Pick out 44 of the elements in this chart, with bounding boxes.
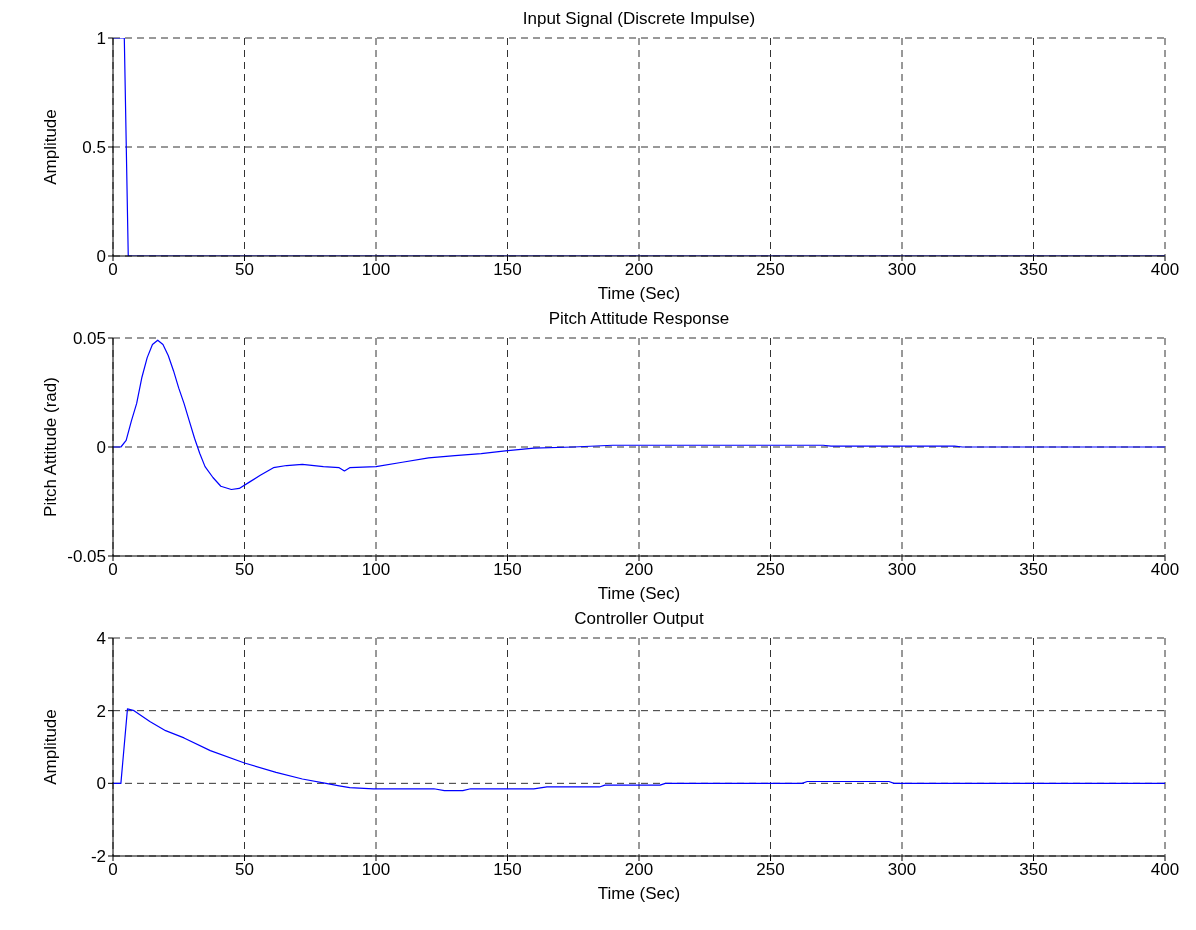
- x-tick-label: 300: [887, 260, 917, 280]
- y-tick-label: 2: [96, 701, 106, 721]
- x-axis-title: Time (Sec): [596, 584, 682, 605]
- x-tick-label: 350: [1019, 560, 1048, 580]
- y-tick-label: 0.05: [72, 329, 106, 349]
- x-tick-label: 50: [235, 860, 254, 880]
- x-tick-label: 150: [493, 860, 522, 880]
- x-tick-label: 100: [361, 860, 391, 880]
- x-axis-title: Time (Sec): [596, 884, 682, 905]
- x-tick-label: 400: [1150, 860, 1180, 880]
- x-tick-label: 150: [493, 560, 522, 580]
- x-tick-label: 150: [493, 260, 522, 280]
- x-tick-label: 250: [756, 860, 785, 880]
- x-tick-label: 300: [887, 860, 917, 880]
- x-tick-label: 200: [624, 260, 654, 280]
- y-axis-title: Amplitude: [41, 109, 61, 185]
- chart-title: Input Signal (Discrete Impulse): [521, 8, 757, 30]
- y-tick-label: 1: [96, 29, 106, 49]
- x-tick-label: 50: [235, 260, 254, 280]
- x-tick-label: 300: [887, 560, 917, 580]
- x-tick-label: 250: [756, 260, 785, 280]
- x-tick-label: 200: [624, 560, 654, 580]
- x-tick-label: 350: [1019, 860, 1048, 880]
- chart-title: Pitch Attitude Response: [547, 308, 731, 330]
- y-tick-label: 0: [96, 774, 106, 794]
- x-tick-label: 200: [624, 860, 654, 880]
- x-axis-title: Time (Sec): [596, 284, 682, 305]
- x-tick-label: 100: [361, 560, 391, 580]
- y-tick-label: 0: [96, 247, 106, 267]
- y-tick-label: 4: [96, 629, 106, 649]
- y-tick-label: -0.05: [67, 547, 106, 567]
- y-tick-label: 0.5: [82, 138, 106, 158]
- x-tick-label: 50: [235, 560, 254, 580]
- chart-title: Controller Output: [573, 608, 705, 630]
- x-tick-label: 400: [1150, 560, 1180, 580]
- line-series: [113, 708, 1165, 792]
- y-axis-title: Amplitude: [41, 709, 61, 785]
- y-axis-title: Pitch Attitude (rad): [41, 377, 61, 517]
- y-tick-label: 0: [96, 438, 106, 458]
- x-tick-label: 400: [1150, 260, 1180, 280]
- x-tick-label: 250: [756, 560, 785, 580]
- y-tick-label: -2: [90, 847, 106, 867]
- x-tick-label: 100: [361, 260, 391, 280]
- x-tick-label: 350: [1019, 260, 1048, 280]
